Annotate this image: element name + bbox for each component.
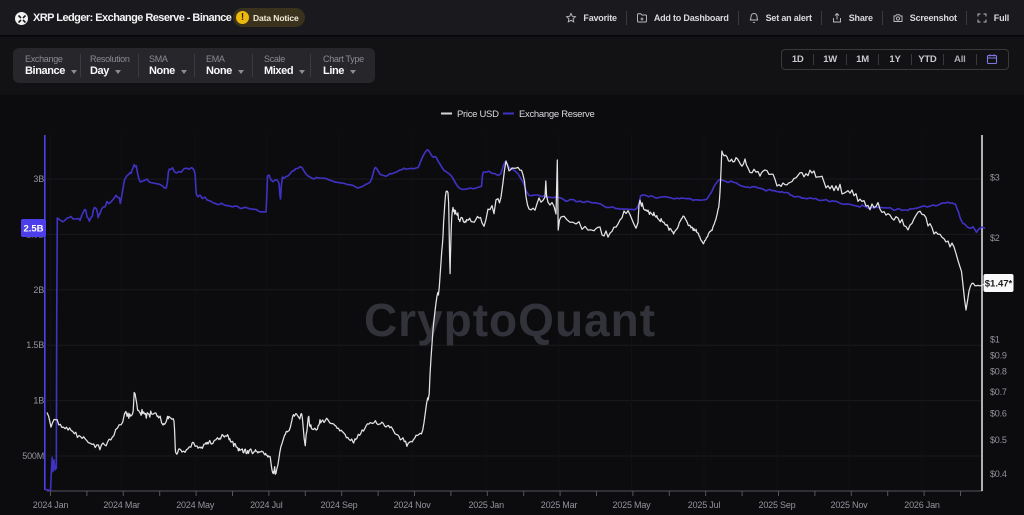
svg-text:Exchange Reserve: Exchange Reserve xyxy=(519,109,594,120)
svg-text:2025 Sep: 2025 Sep xyxy=(759,500,796,510)
svg-text:$0.4: $0.4 xyxy=(990,469,1007,479)
svg-text:2025 Jan: 2025 Jan xyxy=(468,500,504,510)
svg-text:$3: $3 xyxy=(990,172,1000,182)
svg-text:2024 Mar: 2024 Mar xyxy=(103,500,140,510)
svg-text:2.5B: 2.5B xyxy=(23,224,43,235)
svg-text:2024 Jul: 2024 Jul xyxy=(250,500,283,510)
svg-text:$0.9: $0.9 xyxy=(990,350,1007,360)
svg-text:2B: 2B xyxy=(33,285,44,295)
svg-text:1.5B: 1.5B xyxy=(26,340,44,350)
svg-text:500M: 500M xyxy=(22,451,44,461)
svg-text:2024 Jan: 2024 Jan xyxy=(33,500,69,510)
svg-text:2026 Jan: 2026 Jan xyxy=(904,500,940,510)
svg-text:3B: 3B xyxy=(33,174,44,184)
svg-text:Price USD: Price USD xyxy=(457,109,499,120)
svg-text:2025 Nov: 2025 Nov xyxy=(831,500,869,510)
svg-text:1B: 1B xyxy=(33,396,44,406)
svg-text:CryptoQuant: CryptoQuant xyxy=(364,294,656,346)
svg-text:2025 Jul: 2025 Jul xyxy=(688,500,721,510)
svg-text:$0.7: $0.7 xyxy=(990,387,1007,397)
svg-text:2025 May: 2025 May xyxy=(613,500,652,510)
svg-text:2025 Mar: 2025 Mar xyxy=(541,500,578,510)
svg-text:2024 Sep: 2024 Sep xyxy=(321,500,358,510)
svg-text:2024 May: 2024 May xyxy=(176,500,215,510)
svg-text:$0.8: $0.8 xyxy=(990,367,1007,377)
svg-text:$1.47*: $1.47* xyxy=(985,279,1013,290)
svg-text:$1: $1 xyxy=(990,334,1000,344)
svg-text:$2: $2 xyxy=(990,233,1000,243)
svg-text:$0.6: $0.6 xyxy=(990,409,1007,419)
svg-text:$0.5: $0.5 xyxy=(990,435,1007,445)
svg-text:2024 Nov: 2024 Nov xyxy=(394,500,432,510)
